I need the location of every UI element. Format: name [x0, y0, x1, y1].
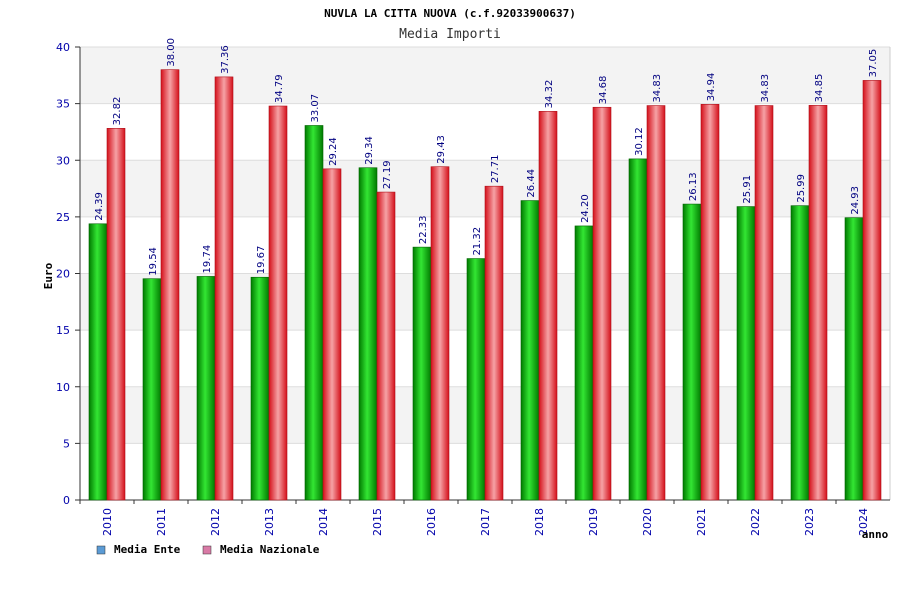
- chart-subtitle: Media Importi: [399, 27, 501, 42]
- legend-label-media-ente: Media Ente: [114, 543, 181, 556]
- y-tick-label: 20: [56, 268, 70, 281]
- x-tick-label: 2019: [587, 508, 600, 536]
- bar-media-ente-2022: [736, 206, 756, 501]
- x-tick-label: 2016: [425, 508, 438, 536]
- y-tick-label: 25: [56, 211, 70, 224]
- data-label: 38.00: [166, 38, 177, 67]
- x-tick-label: 2017: [479, 508, 492, 536]
- data-label: 24.93: [850, 186, 861, 215]
- bar-media-ente-2014: [304, 125, 324, 501]
- data-label: 30.12: [634, 127, 645, 156]
- y-tick-label: 40: [56, 41, 70, 54]
- x-tick-label: 2014: [317, 508, 330, 536]
- bar-media-ente-2019: [574, 225, 594, 501]
- data-label: 29.24: [328, 137, 339, 166]
- bar-media-nazionale-2011: [160, 69, 180, 501]
- data-label: 29.43: [436, 135, 447, 164]
- bar-media-nazionale-2010: [106, 128, 126, 501]
- bar-media-ente-2020: [628, 158, 648, 501]
- bar-media-nazionale-2019: [592, 106, 612, 501]
- data-label: 34.83: [652, 74, 663, 103]
- data-label: 27.71: [490, 155, 501, 184]
- data-label: 19.67: [256, 246, 267, 275]
- data-label: 29.34: [364, 136, 375, 165]
- bar-media-ente-2013: [250, 276, 270, 501]
- x-tick-label: 2020: [641, 508, 654, 536]
- data-label: 34.94: [706, 73, 717, 102]
- y-tick-label: 30: [56, 154, 70, 167]
- x-tick-label: 2015: [371, 508, 384, 536]
- legend-label-media-nazionale: Media Nazionale: [220, 543, 320, 556]
- data-label: 25.99: [796, 174, 807, 203]
- bar-media-ente-2023: [790, 205, 810, 501]
- x-tick-label: 2013: [263, 508, 276, 536]
- bar-media-nazionale-2016: [430, 166, 450, 501]
- data-label: 34.85: [814, 74, 825, 103]
- bar-media-ente-2021: [682, 203, 702, 501]
- x-tick-label: 2021: [695, 508, 708, 536]
- x-axis-label: anno: [862, 528, 889, 541]
- bar-media-ente-2012: [196, 276, 216, 501]
- legend-swatch-media-nazionale: [202, 545, 212, 555]
- data-label: 34.79: [274, 74, 285, 103]
- y-axis-label: Euro: [42, 262, 55, 289]
- data-label: 19.74: [202, 245, 213, 274]
- data-label: 37.36: [220, 45, 231, 74]
- x-tick-label: 2024: [857, 508, 870, 536]
- bar-media-ente-2018: [520, 200, 540, 501]
- bar-media-ente-2024: [844, 217, 864, 501]
- y-tick-label: 10: [56, 381, 70, 394]
- data-label: 24.20: [580, 194, 591, 223]
- bar-media-nazionale-2014: [322, 168, 342, 501]
- x-tick-label: 2012: [209, 508, 222, 536]
- y-tick-label: 15: [56, 324, 70, 337]
- data-label: 26.44: [526, 169, 537, 198]
- bar-media-nazionale-2018: [538, 111, 558, 501]
- x-tick-label: 2023: [803, 508, 816, 536]
- bar-media-ente-2016: [412, 246, 432, 501]
- bar-media-nazionale-2022: [754, 105, 774, 501]
- bar-media-nazionale-2023: [808, 105, 828, 501]
- data-label: 22.33: [418, 215, 429, 244]
- data-label: 34.68: [598, 76, 609, 105]
- data-label: 24.39: [94, 192, 105, 221]
- chart-title: NUVLA LA CITTA NUOVA (c.f.92033900637): [324, 7, 576, 20]
- legend: Media Ente Media Nazionale: [96, 543, 320, 556]
- data-label: 25.91: [742, 175, 753, 204]
- data-label: 34.32: [544, 80, 555, 109]
- data-label: 21.32: [472, 227, 483, 256]
- x-tick-label: 2022: [749, 508, 762, 536]
- bar-media-nazionale-2021: [700, 104, 720, 501]
- x-tick-label: 2011: [155, 508, 168, 536]
- bar-media-nazionale-2017: [484, 185, 504, 501]
- bar-media-ente-2010: [88, 223, 108, 501]
- data-label: 37.05: [868, 49, 879, 78]
- data-label: 27.19: [382, 160, 393, 189]
- x-tick-label: 2010: [101, 508, 114, 536]
- bar-media-ente-2017: [466, 258, 486, 501]
- y-tick-label: 35: [56, 98, 70, 111]
- bar-media-nazionale-2024: [862, 80, 882, 501]
- y-tick-label: 0: [63, 494, 70, 507]
- bar-media-nazionale-2015: [376, 191, 396, 501]
- x-tick-label: 2018: [533, 508, 546, 536]
- legend-swatch-media-ente: [96, 545, 106, 555]
- bar-media-nazionale-2013: [268, 105, 288, 501]
- data-label: 26.13: [688, 172, 699, 201]
- bar-media-ente-2015: [358, 167, 378, 501]
- bar-media-nazionale-2012: [214, 76, 234, 501]
- data-label: 19.54: [148, 247, 159, 276]
- bar-media-ente-2011: [142, 278, 162, 501]
- bar-media-nazionale-2020: [646, 105, 666, 501]
- data-label: 34.83: [760, 74, 771, 103]
- data-label: 32.82: [112, 97, 123, 126]
- y-tick-label: 5: [63, 437, 70, 450]
- data-label: 33.07: [310, 94, 321, 123]
